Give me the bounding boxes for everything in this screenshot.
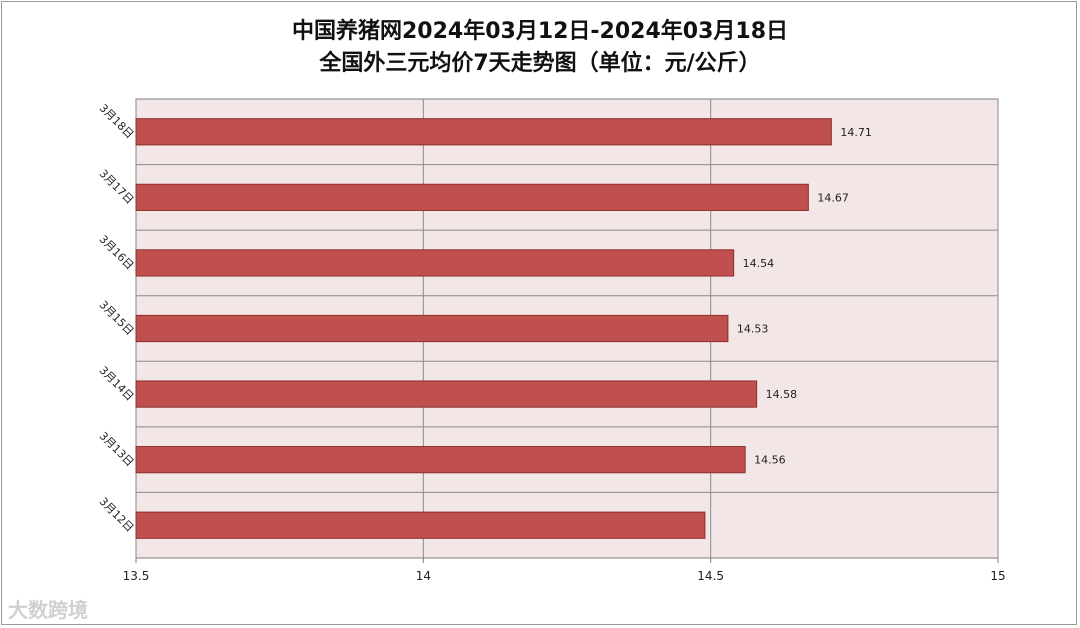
bar — [135, 380, 758, 408]
data-label: 14.53 — [737, 323, 769, 336]
category-label: 3月18日 — [97, 102, 137, 142]
x-tick-label: 14.5 — [697, 569, 724, 583]
data-label: 14.56 — [754, 454, 786, 467]
chart-subtitle: 全国外三元均价7天走势图（单位：元/公斤） — [319, 51, 761, 76]
bar — [135, 183, 809, 211]
category-label: 3月15日 — [97, 298, 137, 338]
chart-title: 中国养猪网2024年03月12日-2024年03月18日 — [291, 19, 789, 44]
data-label: 14.71 — [840, 126, 872, 139]
category-label: 3月14日 — [97, 364, 137, 404]
category-label: 3月16日 — [97, 233, 137, 273]
watermark-logo: 大数跨境 — [8, 598, 88, 622]
bar — [135, 314, 729, 343]
category-label: 3月12日 — [97, 495, 137, 535]
category-label: 3月17日 — [97, 167, 137, 207]
x-tick-label: 15 — [990, 569, 1005, 583]
bar — [135, 249, 735, 277]
x-tick-label: 13.5 — [123, 569, 150, 583]
data-label: 14.58 — [766, 388, 798, 401]
bar — [135, 511, 706, 539]
bar — [135, 446, 746, 474]
bar — [135, 118, 832, 146]
data-label: 14.67 — [817, 191, 849, 204]
data-label: 14.54 — [743, 257, 775, 270]
category-label: 3月13日 — [97, 429, 137, 469]
x-tick-label: 14 — [416, 569, 431, 583]
